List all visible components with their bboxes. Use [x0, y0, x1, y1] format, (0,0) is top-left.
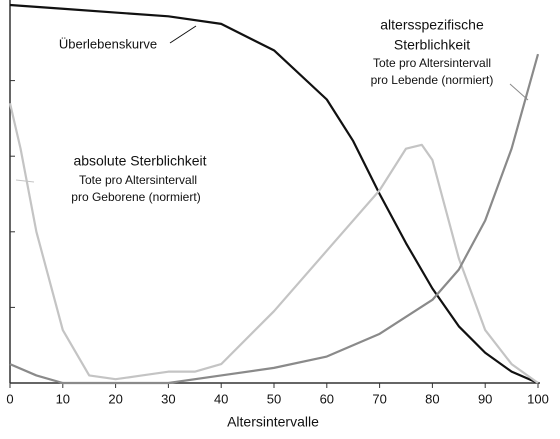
x-tick-label: 60 [320, 391, 334, 406]
annotation: Tote pro Altersintervall [373, 56, 491, 70]
x-tick-label: 30 [161, 391, 175, 406]
x-tick-label: 100 [527, 391, 549, 406]
x-tick-label: 10 [56, 391, 70, 406]
x-tick-label: 40 [214, 391, 228, 406]
leader-line [15, 179, 35, 183]
line [9, 53, 540, 385]
annotation: Sterblichkeit [394, 37, 470, 53]
x-axis-label: Altersintervalle [227, 414, 319, 430]
line [9, 3, 539, 385]
x-tick-label: 50 [267, 391, 281, 406]
x-tick-label: 20 [108, 391, 122, 406]
annotation: absolute Sterblichkeit [73, 153, 206, 169]
leader-line [169, 25, 197, 44]
annotation: Überlebenskurve [59, 36, 157, 51]
annotation: altersspezifische [380, 17, 484, 33]
x-tick-label: 90 [478, 391, 492, 406]
x-tick-label: 80 [425, 391, 439, 406]
annotation: Tote pro Altersintervall [79, 173, 197, 187]
line [8, 103, 539, 384]
annotation: pro Geborene (normiert) [71, 190, 200, 204]
x-tick-label: 70 [372, 391, 386, 406]
annotation: pro Lebende (normiert) [371, 73, 494, 87]
x-tick-label: 0 [6, 391, 13, 406]
